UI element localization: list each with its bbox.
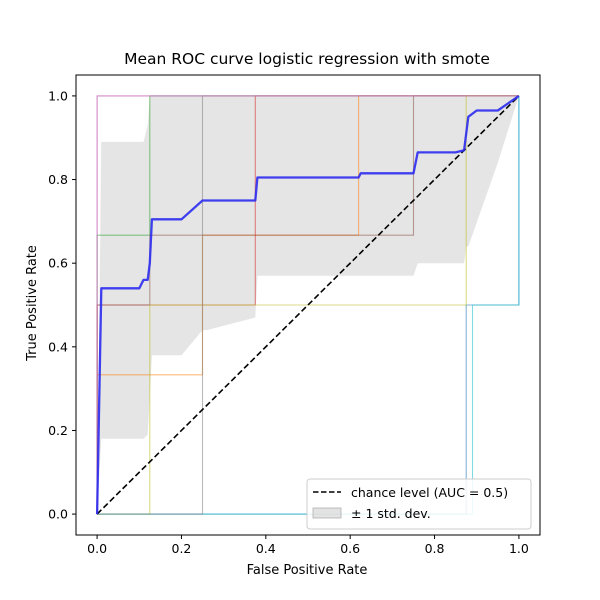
y-tick-label: 0.0 [48, 507, 68, 522]
legend-box [306, 478, 532, 530]
y-tick-label: 0.8 [48, 172, 68, 187]
y-tick-label: 1.0 [48, 88, 68, 103]
x-tick-label: 1.0 [509, 541, 529, 556]
y-tick-label: 0.2 [48, 423, 68, 438]
plot-area [75, 74, 541, 536]
x-tick-label: 0.6 [340, 541, 360, 556]
legend-band-label: ± 1 std. dev. [351, 506, 431, 521]
mean-roc-curve [95, 94, 520, 515]
x-axis-ticks: 0.0 0.2 0.4 0.6 0.8 1.0 [87, 535, 529, 556]
legend-chance-label: chance level (AUC = 0.5) [351, 485, 508, 500]
legend-band-swatch [312, 507, 342, 519]
x-tick-label: 0.2 [172, 541, 192, 556]
y-axis-ticks: 0.0 0.2 0.4 0.6 0.8 1.0 [48, 88, 76, 522]
legend: chance level (AUC = 0.5) ± 1 std. dev. [306, 478, 532, 530]
y-tick-label: 0.4 [48, 339, 68, 354]
y-tick-label: 0.6 [48, 256, 68, 271]
y-axis-label: True Positive Rate [25, 245, 40, 362]
x-axis-label: False Positive Rate [247, 563, 368, 578]
x-tick-label: 0.0 [87, 541, 107, 556]
chart-title: Mean ROC curve logistic regression with … [124, 50, 490, 68]
x-tick-label: 0.8 [425, 541, 445, 556]
mean-curve-layer [95, 94, 520, 515]
fold-roc-curve-10 [96, 95, 519, 515]
x-tick-label: 0.4 [256, 541, 276, 556]
plot-frame [75, 74, 541, 536]
